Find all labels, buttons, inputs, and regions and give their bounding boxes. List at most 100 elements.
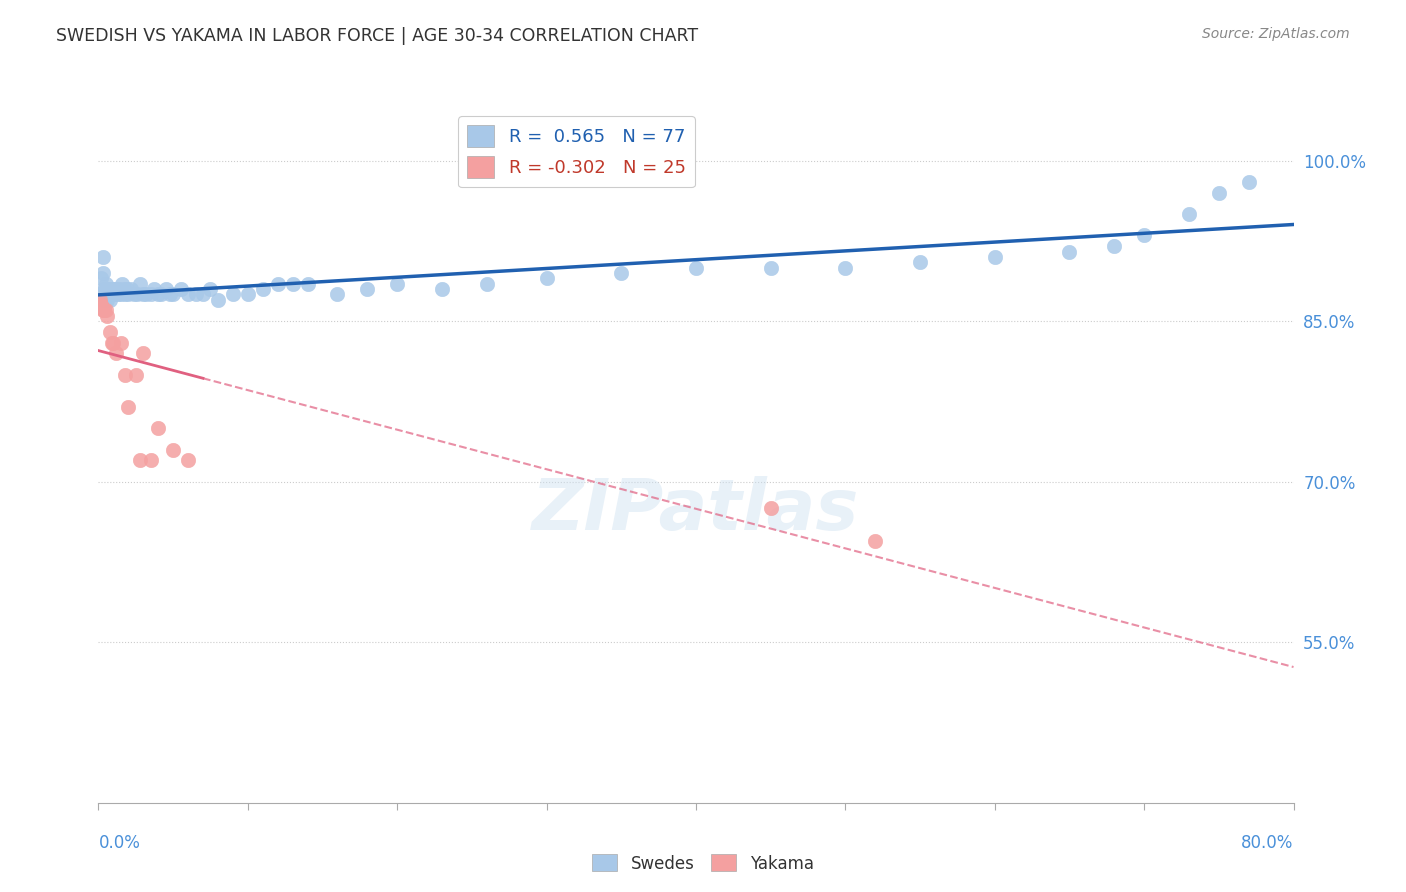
Point — [1059, 244, 1081, 259]
Point — [129, 277, 152, 291]
Point — [207, 293, 229, 307]
Point — [111, 277, 134, 291]
Point — [103, 287, 125, 301]
Point — [1178, 207, 1201, 221]
Point — [177, 287, 200, 301]
Text: 80.0%: 80.0% — [1241, 834, 1294, 852]
Point — [107, 287, 129, 301]
Point — [759, 260, 782, 275]
Point — [91, 266, 114, 280]
Point — [97, 287, 120, 301]
Point — [281, 277, 304, 291]
Point — [297, 277, 319, 291]
Point — [685, 260, 707, 275]
Point — [100, 325, 122, 339]
Point — [100, 293, 122, 307]
Point — [93, 303, 115, 318]
Point — [91, 287, 114, 301]
Point — [91, 250, 114, 264]
Text: SWEDISH VS YAKAMA IN LABOR FORCE | AGE 30-34 CORRELATION CHART: SWEDISH VS YAKAMA IN LABOR FORCE | AGE 3… — [56, 27, 699, 45]
Point — [94, 282, 117, 296]
Legend: Swedes, Yakama: Swedes, Yakama — [586, 847, 820, 880]
Point — [148, 287, 170, 301]
Point — [132, 287, 155, 301]
Point — [101, 335, 124, 350]
Point — [177, 453, 200, 467]
Point — [1237, 175, 1260, 189]
Point — [89, 298, 111, 312]
Point — [385, 277, 409, 291]
Point — [162, 287, 184, 301]
Point — [159, 287, 181, 301]
Point — [112, 282, 135, 296]
Point — [139, 453, 162, 467]
Point — [101, 282, 124, 296]
Point — [610, 266, 633, 280]
Point — [1208, 186, 1230, 200]
Point — [90, 287, 112, 301]
Point — [222, 287, 245, 301]
Point — [97, 287, 120, 301]
Point — [150, 287, 173, 301]
Point — [1133, 228, 1156, 243]
Point — [135, 287, 157, 301]
Point — [103, 335, 125, 350]
Point — [93, 287, 115, 301]
Point — [101, 287, 124, 301]
Legend: R =  0.565   N = 77, R = -0.302   N = 25: R = 0.565 N = 77, R = -0.302 N = 25 — [458, 116, 695, 187]
Point — [94, 287, 117, 301]
Point — [162, 442, 184, 457]
Point — [536, 271, 558, 285]
Point — [155, 282, 177, 296]
Point — [94, 277, 117, 291]
Point — [200, 282, 222, 296]
Point — [114, 368, 136, 382]
Point — [93, 303, 115, 318]
Point — [148, 421, 170, 435]
Point — [104, 287, 127, 301]
Point — [97, 282, 120, 296]
Point — [117, 287, 139, 301]
Point — [110, 335, 132, 350]
Point — [169, 282, 191, 296]
Point — [139, 287, 162, 301]
Point — [117, 400, 139, 414]
Point — [184, 287, 207, 301]
Point — [115, 282, 138, 296]
Point — [91, 303, 114, 318]
Point — [110, 287, 132, 301]
Point — [267, 277, 290, 291]
Point — [108, 282, 131, 296]
Point — [132, 346, 155, 360]
Point — [93, 293, 115, 307]
Point — [96, 282, 118, 296]
Point — [129, 453, 152, 467]
Point — [103, 282, 125, 296]
Point — [96, 293, 118, 307]
Point — [430, 282, 453, 296]
Point — [105, 282, 128, 296]
Point — [114, 287, 136, 301]
Point — [191, 287, 214, 301]
Point — [94, 303, 117, 318]
Point — [89, 287, 111, 301]
Point — [475, 277, 498, 291]
Text: Source: ZipAtlas.com: Source: ZipAtlas.com — [1202, 27, 1350, 41]
Point — [984, 250, 1007, 264]
Point — [125, 368, 148, 382]
Point — [326, 287, 349, 301]
Point — [96, 309, 118, 323]
Point — [865, 533, 887, 548]
Point — [834, 260, 856, 275]
Point — [1104, 239, 1126, 253]
Point — [93, 282, 115, 296]
Point — [100, 287, 122, 301]
Text: 0.0%: 0.0% — [98, 834, 141, 852]
Point — [759, 501, 782, 516]
Point — [89, 293, 111, 307]
Point — [908, 255, 931, 269]
Point — [105, 346, 128, 360]
Point — [90, 298, 112, 312]
Point — [356, 282, 378, 296]
Point — [90, 298, 112, 312]
